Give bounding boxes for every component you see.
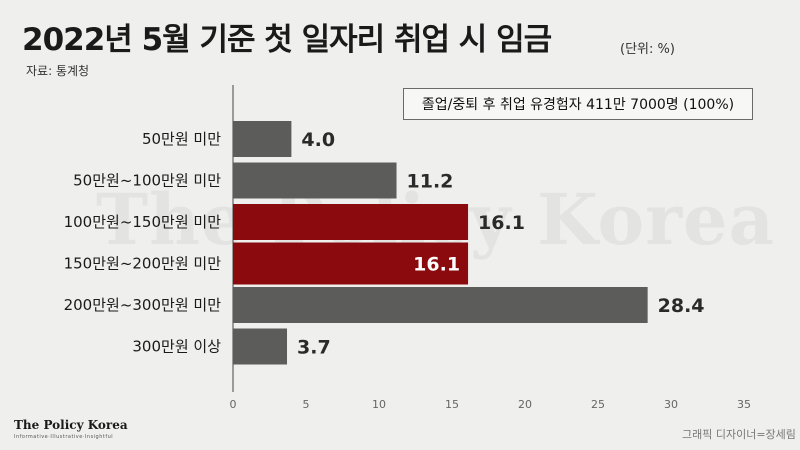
category-label-2: 100만원~150만원 미만	[64, 213, 222, 231]
value-label-1: 11.2	[407, 171, 454, 193]
bar-3	[233, 242, 469, 285]
value-label-5: 3.7	[297, 337, 331, 359]
bar-0	[233, 121, 292, 157]
source-label: 자료: 통계청	[26, 64, 90, 78]
x-tick-label-5: 25	[591, 398, 605, 411]
value-label-4: 28.4	[658, 295, 705, 317]
x-tick-label-4: 20	[518, 398, 532, 411]
designer-credit: 그래픽 디자이너=장세림	[682, 428, 796, 441]
bar-1	[233, 162, 397, 199]
category-label-3: 150만원~200만원 미만	[64, 255, 222, 273]
legend-text: 졸업/중퇴 후 취업 유경험자 411만 7000명 (100%)	[421, 97, 735, 113]
x-tick-label-0: 0	[230, 398, 237, 411]
category-label-5: 300만원 이상	[132, 338, 221, 356]
bar-5	[233, 328, 288, 365]
value-label-3: 16.1	[413, 254, 460, 276]
category-label-1: 50만원~100만원 미만	[73, 172, 221, 190]
category-label-4: 200만원~300만원 미만	[64, 296, 222, 314]
category-label-0: 50만원 미만	[142, 130, 221, 148]
bar-2	[233, 204, 469, 240]
x-tick-label-6: 30	[664, 398, 678, 411]
unit-label: (단위: %)	[620, 42, 675, 57]
publisher-logo: The Policy Korea	[14, 418, 128, 432]
x-tick-label-3: 15	[445, 398, 459, 411]
chart-title: 2022년 5월 기준 첫 일자리 취업 시 임금	[22, 22, 552, 58]
x-tick-label-2: 10	[372, 398, 386, 411]
value-label-2: 16.1	[478, 212, 525, 234]
value-label-0: 4.0	[301, 129, 335, 151]
x-tick-label-1: 5	[303, 398, 310, 411]
publisher-tagline: Informative·Illustrative·Insightful	[14, 434, 114, 440]
x-tick-label-7: 35	[737, 398, 751, 411]
bar-4	[233, 287, 648, 323]
legend-box: 졸업/중퇴 후 취업 유경험자 411만 7000명 (100%)	[403, 88, 753, 120]
